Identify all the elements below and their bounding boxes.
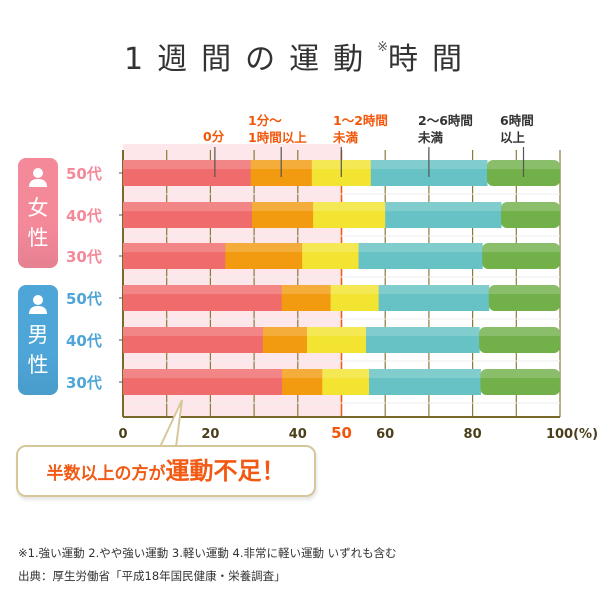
category-label: 40代 (66, 332, 102, 350)
bar-segment (501, 202, 560, 228)
bar-segment (330, 285, 380, 311)
bar-gloss (225, 243, 303, 253)
bar-segment (302, 243, 360, 269)
bar-segment (358, 243, 483, 269)
bar-gloss (358, 243, 483, 253)
bar-segment (282, 369, 323, 395)
bar-segment (482, 243, 560, 269)
x-tick-label: 50 (331, 424, 352, 442)
bar-segment (313, 202, 386, 228)
bar-gloss (313, 202, 386, 212)
bar-segment (369, 369, 481, 395)
callout-small-text: 半数以上の方が (46, 464, 166, 484)
bar-segment (225, 243, 303, 269)
bar-gloss (378, 285, 489, 295)
bar-gloss (365, 327, 480, 337)
source-note: 出典：厚生労働省「平成18年国民健康・栄養調査」 (18, 569, 286, 583)
bar-gloss (251, 202, 314, 212)
category-label: 40代 (66, 207, 102, 225)
legend-label-line: 1時間以上 (248, 130, 307, 145)
bar-segment (480, 369, 560, 395)
bar-gloss (302, 243, 359, 253)
bar-gloss (123, 369, 283, 379)
bar-segment (262, 327, 308, 353)
group-badge: 男性 (18, 285, 58, 395)
person-icon (29, 168, 47, 187)
group-label-char: 男 (27, 323, 49, 347)
group-label-char: 性 (27, 226, 49, 250)
bar-gloss (322, 369, 370, 379)
x-tick-label: 0 (118, 427, 127, 442)
legend-label-line: 1〜2時間 (333, 113, 388, 128)
bar-gloss (479, 327, 560, 337)
title-text-end: 時間 (388, 42, 476, 77)
legend-label-line: 6時間 (500, 113, 534, 128)
bar-gloss (330, 285, 379, 295)
bar-segment (306, 327, 367, 353)
x-tick-label: 20 (201, 427, 219, 442)
bar-gloss (488, 285, 560, 295)
footnote: ※1.強い運動 2.やや強い運動 3.軽い運動 4.非常に軽い運動 いずれも含む (18, 546, 397, 560)
bar-segment (123, 202, 253, 228)
legend-label-line: 未満 (418, 130, 444, 145)
bar-segment (322, 369, 370, 395)
bar-gloss (306, 327, 366, 337)
bar-gloss (385, 202, 502, 212)
bar-gloss (262, 327, 307, 337)
bar-gloss (501, 202, 560, 212)
bar-segment (123, 327, 264, 353)
category-label: 50代 (66, 165, 102, 183)
bar-segment (123, 285, 283, 311)
x-tick-label: 40 (289, 427, 307, 442)
bar-gloss (123, 202, 252, 212)
x-tick-label: 60 (376, 427, 394, 442)
bar-gloss (482, 243, 560, 253)
legend-label: 0分 (203, 128, 224, 145)
person-icon (29, 295, 47, 314)
x-tick-label: 80 (464, 427, 482, 442)
category-label: 50代 (66, 290, 102, 308)
bar-gloss (123, 160, 251, 170)
bar-gloss (480, 369, 560, 379)
callout-big-text: 運動不足！ (165, 457, 286, 485)
bar-segment (251, 202, 314, 228)
bar-segment (479, 327, 560, 353)
bar-gloss (281, 285, 331, 295)
legend-label: 1〜2時間未満 (333, 112, 388, 146)
legend-label: 6時間以上 (500, 112, 534, 146)
legend-label-line: 2〜6時間 (418, 113, 473, 128)
callout-box: 半数以上の方が運動不足！ (16, 445, 316, 497)
legend-label-line: 0分 (203, 129, 225, 144)
legend-label-line: 以上 (500, 130, 526, 145)
bar-segment (385, 202, 502, 228)
bar-segment (378, 285, 490, 311)
legend-label-line: 未満 (333, 130, 359, 145)
title-text: 1週間の運動 (124, 42, 378, 77)
x-tick-label: 100(%) (546, 427, 598, 442)
bar-gloss (369, 369, 481, 379)
bar-gloss (282, 369, 323, 379)
chart-title: 1週間の運動※時間 (0, 34, 600, 78)
bar-segment (365, 327, 480, 353)
bar-segment (123, 243, 226, 269)
bar-segment (281, 285, 332, 311)
group-label-char: 性 (27, 353, 49, 377)
legend-label-line: 1分〜 (248, 113, 282, 128)
group-badge: 女性 (18, 158, 58, 268)
category-label: 30代 (66, 374, 102, 392)
bar-gloss (123, 285, 282, 295)
bar-segment (123, 369, 283, 395)
category-label: 30代 (66, 248, 102, 266)
bar-segment (123, 160, 252, 186)
bar-gloss (123, 327, 263, 337)
bar-segment (488, 285, 560, 311)
legend-label: 2〜6時間未満 (418, 112, 473, 146)
group-label-char: 女 (27, 196, 49, 220)
bar-gloss (123, 243, 226, 253)
title-footnote-mark: ※ (377, 40, 388, 55)
legend-label: 1分〜 1時間以上 (248, 112, 307, 146)
